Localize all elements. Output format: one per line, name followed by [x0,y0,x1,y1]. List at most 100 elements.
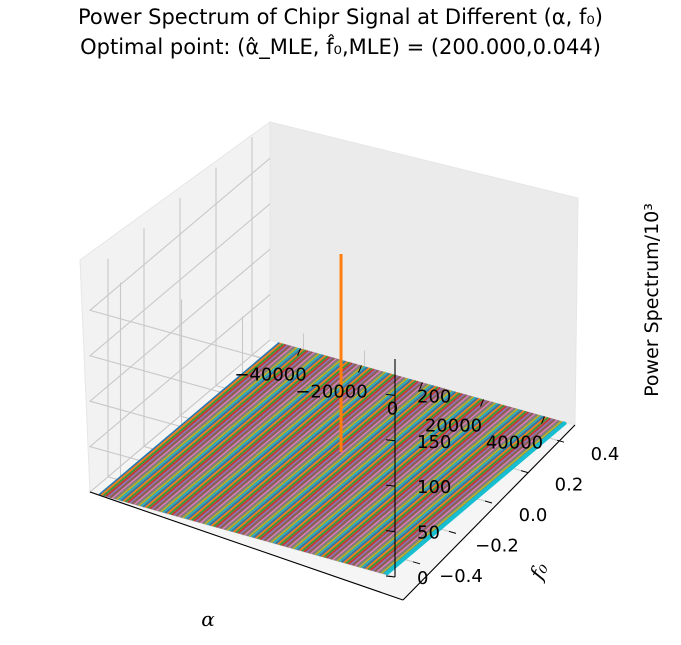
surface-line [339,409,520,563]
surface-line [120,348,302,502]
surface-line [345,410,527,564]
surface-line [365,416,547,570]
surface-line [361,415,543,569]
z-tick-label: 0 [417,568,428,589]
surface-line [301,398,483,552]
surface-line [184,366,366,520]
surface-line [233,379,415,533]
x-tick-label: 20000 [425,416,482,437]
y-axis-label: f₀ [524,558,553,585]
surface-line [162,359,344,513]
surface-line [140,353,322,507]
surface-line [374,418,556,572]
surface-line [288,394,470,548]
surface-line [200,370,382,524]
title-line-1: Power Spectrum of Chipr Signal at Differ… [77,5,604,29]
surface-line [118,347,300,501]
surface-line [376,419,558,573]
surface-line [122,348,304,502]
surface-line [343,410,525,564]
surface-line [114,346,296,500]
surface-line [350,412,531,566]
surface-line [235,380,417,534]
surface-line [383,421,565,575]
x-tick-label: −40000 [234,365,306,386]
surface-line [138,353,320,507]
z-tick-label: 200 [417,386,451,407]
surface-line [295,396,476,550]
surface-line [250,384,432,538]
z-tick [385,393,396,396]
surface-line [341,409,523,563]
surface-line [306,399,487,553]
surface-line [98,342,280,496]
x-tick-label: −20000 [295,382,367,403]
surface-line [358,414,540,568]
y-tick [412,561,421,565]
surface-line [246,383,428,537]
surface-line [378,420,560,574]
surface-line [270,389,452,543]
surface-line [275,391,457,545]
surface-line [381,420,562,574]
x-tick [480,399,484,407]
surface-line [100,342,282,496]
surface-line [142,354,324,508]
title-line-2: Optimal point: (α̂_MLE, f̂₀,MLE) = (200.… [80,35,601,59]
surface-line [332,407,514,561]
surface-line [206,372,388,526]
surface-line [356,413,538,567]
z-tick-label: 50 [417,523,440,544]
surface-line [261,387,443,541]
surface-line [208,372,390,526]
surface-line [272,390,454,544]
surface-line [222,376,404,530]
surface-line [310,401,492,555]
surface-line [215,374,397,528]
surface-line [299,397,481,551]
surface-line [286,394,468,548]
surface-line [336,408,518,562]
surface-line [105,343,287,497]
x-tick [358,365,362,373]
surface-line [125,349,307,503]
z-tick [385,530,396,533]
x-axis-label: α [201,607,215,631]
surface-edge-line [384,421,567,576]
surface-line [220,375,401,529]
surface-line [202,370,384,524]
surface-line [372,418,554,572]
y-tick [520,470,529,474]
surface-line [164,360,346,514]
surface-line [158,358,340,512]
x-tick [419,382,423,390]
surface-line [182,365,364,519]
surface-line [153,357,335,511]
y-tick-label: −0.4 [439,566,483,587]
y-tick [448,530,457,534]
surface-line [129,350,311,504]
surface-line [136,352,318,506]
surface-line [217,375,399,529]
surface-line [149,356,331,510]
surface-line [131,351,313,505]
surface-line [248,383,430,537]
surface-line [314,402,496,556]
surface-line [167,361,348,515]
surface-line [147,355,329,509]
surface-line [116,346,298,500]
surface-line [178,364,359,518]
y-tick-label: 0.4 [591,444,620,465]
surface-line [195,369,377,523]
y-axis-line [402,424,576,601]
surface-line [257,386,439,540]
surface-line [175,363,357,517]
surface-line [312,401,494,555]
surface-line [145,354,326,508]
surface-line [180,364,362,518]
surface-line [231,378,412,532]
y-tick-label: 0.2 [555,475,584,496]
z-tick-label: 150 [417,432,451,453]
